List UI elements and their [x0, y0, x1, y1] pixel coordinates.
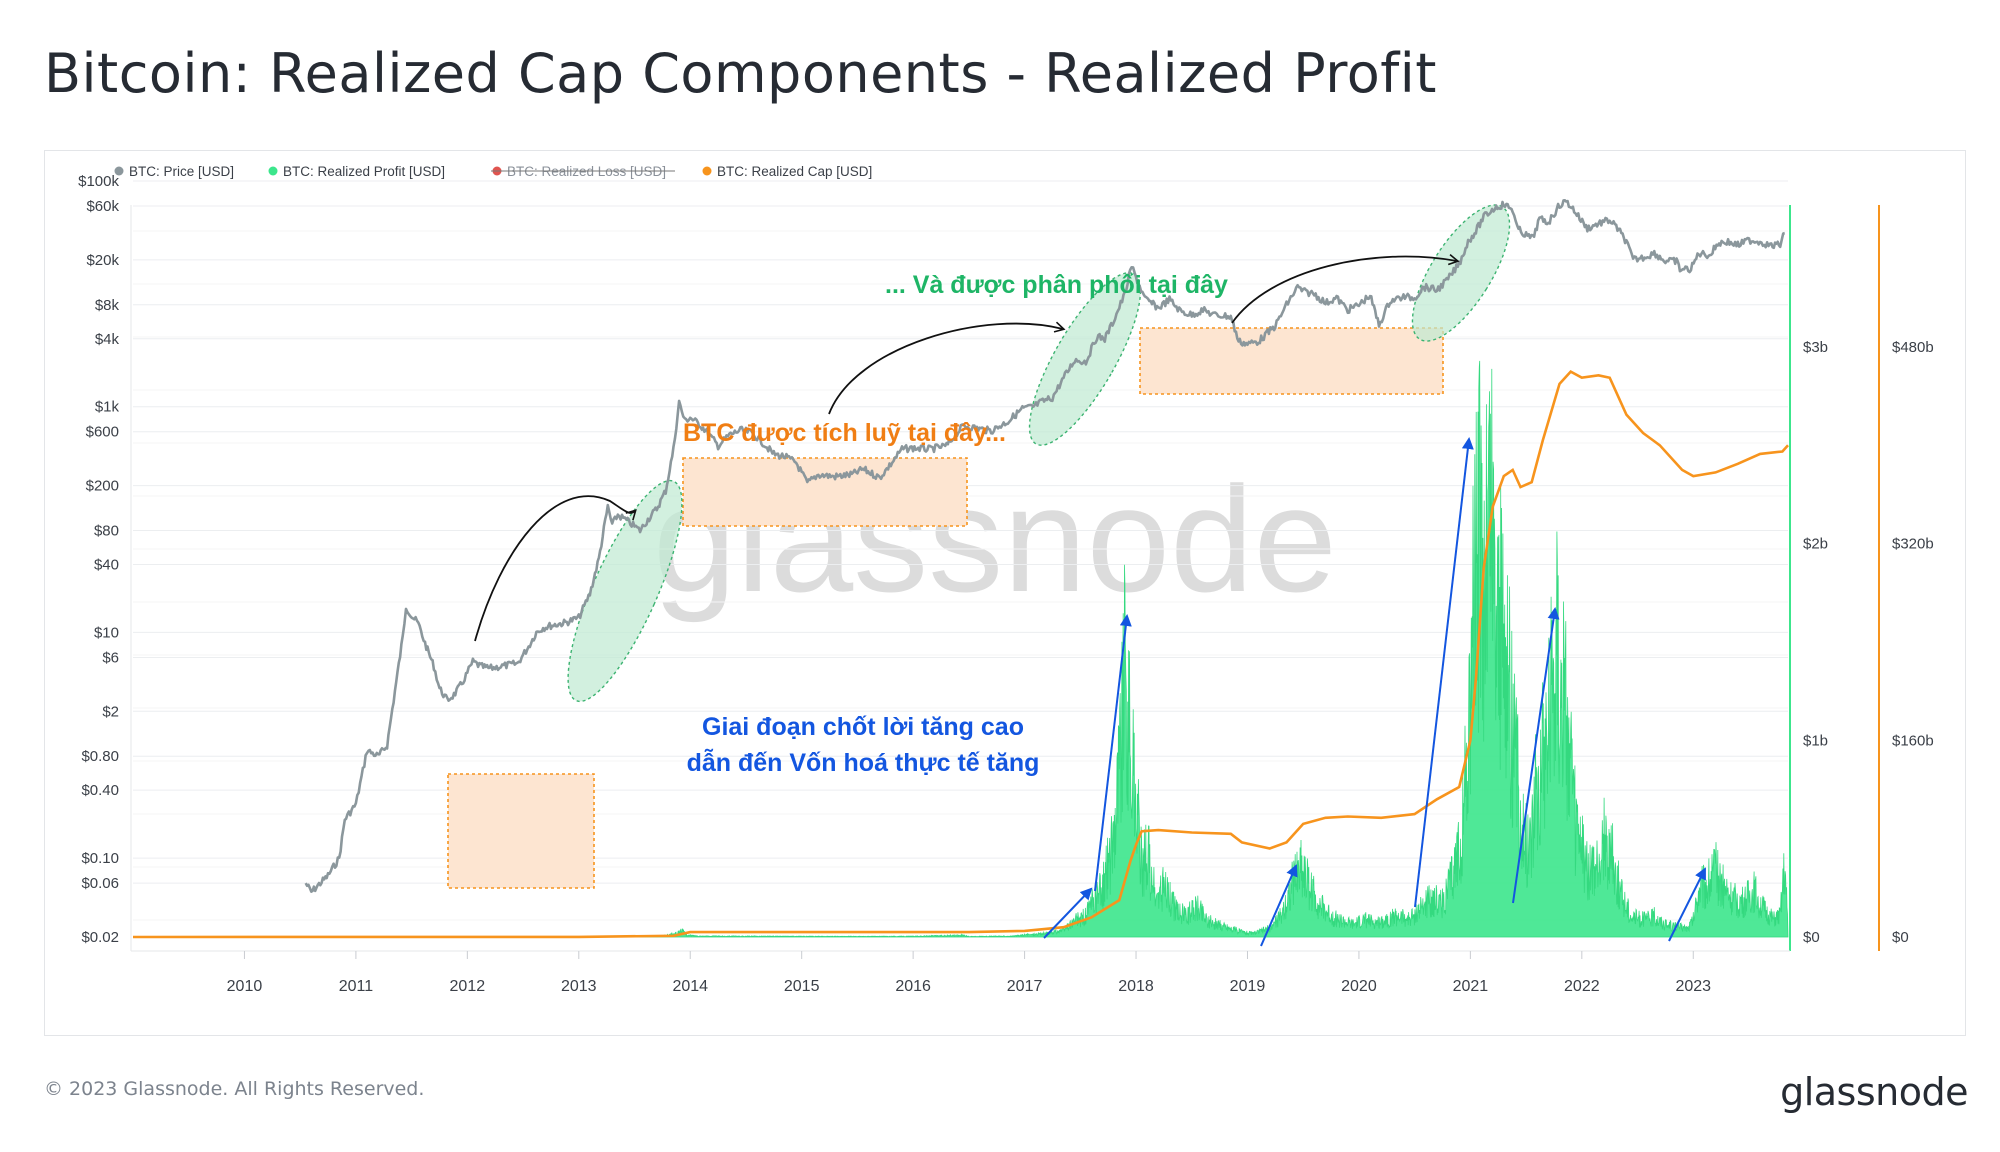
- x-tick-1: 2011: [339, 978, 374, 995]
- distribution-ellipse-2021: [1411, 204, 1511, 342]
- profit-arrows: [1043, 437, 1706, 947]
- legend-item-2[interactable]: BTC: Realized Loss [USD]: [491, 164, 675, 179]
- x-tick-11: 2021: [1453, 978, 1489, 995]
- cycle-arrow-3: [1231, 254, 1460, 324]
- legend-label-3: BTC: Realized Cap [USD]: [717, 164, 872, 179]
- blue-arrow-2021b: [1512, 607, 1560, 904]
- y-profit-tick-2: $2b: [1803, 536, 1828, 553]
- legend-label-1: BTC: Realized Profit [USD]: [283, 164, 445, 179]
- distributed-annotation: ... Và được phân phối tại đây: [885, 271, 1228, 299]
- legend-marker-1: [268, 166, 278, 176]
- distribution-ellipse-2017: [1028, 272, 1142, 446]
- y-left-tick-17: $0.02: [81, 929, 119, 946]
- y-left-tick-7: $200: [86, 478, 119, 495]
- y-left-tick-0: $100k: [78, 173, 119, 190]
- blue-arrow-2019: [1260, 864, 1298, 947]
- y-left-tick-12: $2: [102, 703, 119, 720]
- y-left-tick-8: $80: [94, 522, 119, 539]
- y-left-tick-10: $10: [94, 624, 119, 641]
- distribution-ellipse-2013: [567, 479, 683, 703]
- y-left-tick-1: $60k: [86, 198, 119, 215]
- blue-arrow-2017b: [1094, 614, 1132, 892]
- accumulated-annotation: BTC được tích luỹ tại đây...: [683, 419, 1006, 447]
- y-cap-tick-3: $480b: [1892, 339, 1934, 356]
- x-tick-9: 2019: [1230, 978, 1266, 995]
- y-left-tick-15: $0.10: [81, 850, 119, 867]
- y-left-tick-16: $0.06: [81, 875, 119, 892]
- y-left-tick-labels: $100k $60k $20k $8k $4k $1k $600 $200 $80 $40 $10 $…: [78, 173, 119, 946]
- accumulation-box-2018: [1139, 327, 1444, 395]
- legend-item-0[interactable]: BTC: Price [USD]: [114, 164, 235, 179]
- cycle-arrows: [474, 254, 1460, 642]
- x-tick-12: 2022: [1564, 978, 1600, 995]
- y-left-tick-4: $4k: [95, 331, 120, 348]
- x-tick-2: 2012: [450, 978, 486, 995]
- y-profit-tick-3: $3b: [1803, 339, 1828, 356]
- chart-legend[interactable]: BTC: Price [USD] BTC: Realized Profit [US…: [114, 164, 873, 179]
- y-profit-tick-0: $0: [1803, 929, 1820, 946]
- legend-marker-0: [114, 166, 124, 176]
- y-left-tick-11: $6: [102, 649, 119, 666]
- y-left-tick-5: $1k: [95, 399, 120, 416]
- blue-arrow-2023: [1668, 867, 1706, 942]
- x-tick-4: 2014: [672, 978, 708, 995]
- x-tick-0: 2010: [227, 978, 263, 995]
- y-profit-tick-1: $1b: [1803, 732, 1828, 749]
- y-cap-tick-2: $320b: [1892, 536, 1934, 553]
- legend-item-1[interactable]: BTC: Realized Profit [USD]: [268, 164, 446, 179]
- copyright-footer: © 2023 Glassnode. All Rights Reserved.: [44, 1078, 425, 1100]
- x-tick-13: 2023: [1675, 978, 1711, 995]
- y-profit-tick-labels: $0 $1b $2b $3b: [1803, 339, 1828, 946]
- x-tick-labels: 2010 2011 2012 2013 2014 2015 2016 2017 2018 2019…: [227, 951, 1711, 995]
- legend-item-3[interactable]: BTC: Realized Cap [USD]: [702, 164, 873, 179]
- accumulation-box-2014: [682, 457, 968, 527]
- chart-svg: BTC: Price [USD] BTC: Realized Profit [US…: [78, 164, 1934, 995]
- y-left-tick-14: $0.40: [81, 782, 119, 799]
- legend-label-0: BTC: Price [USD]: [129, 164, 234, 179]
- glassnode-logo: glassnode: [1780, 1070, 1968, 1114]
- annotation-zones: [447, 204, 1511, 889]
- y-cap-tick-1: $160b: [1892, 732, 1934, 749]
- y-left-tick-13: $0.80: [81, 748, 119, 765]
- x-tick-8: 2018: [1118, 978, 1154, 995]
- y-left-tick-9: $40: [94, 556, 119, 573]
- blue-arrow-2021a: [1414, 437, 1474, 908]
- x-tick-7: 2017: [1007, 978, 1043, 995]
- y-left-tick-2: $20k: [86, 252, 119, 269]
- x-tick-6: 2016: [895, 978, 931, 995]
- x-tick-10: 2020: [1341, 978, 1377, 995]
- cycle-arrow-1: [474, 495, 637, 642]
- note-annotation-line1: Giai đoạn chốt lời tăng cao: [702, 713, 1024, 741]
- accumulation-box-2012: [447, 773, 595, 889]
- price-line: [304, 199, 1785, 893]
- cycle-arrow-2: [828, 321, 1066, 415]
- note-annotation-line2: dẫn đến Vốn hoá thực tế tăng: [687, 747, 1040, 777]
- x-tick-3: 2013: [561, 978, 597, 995]
- y-cap-tick-0: $0: [1892, 929, 1909, 946]
- realized-cap-line: [132, 369, 1789, 939]
- legend-marker-3: [702, 166, 712, 176]
- y-left-tick-3: $8k: [95, 297, 120, 314]
- blue-arrow-2017a: [1043, 887, 1093, 939]
- chart-panel: BTC: Price [USD] BTC: Realized Profit [US…: [44, 150, 1966, 1036]
- y-left-tick-6: $600: [86, 424, 119, 441]
- page-title: Bitcoin: Realized Cap Components - Reali…: [44, 42, 1437, 105]
- x-tick-5: 2015: [784, 978, 820, 995]
- y-cap-tick-labels: $0 $160b $320b $480b: [1892, 339, 1934, 946]
